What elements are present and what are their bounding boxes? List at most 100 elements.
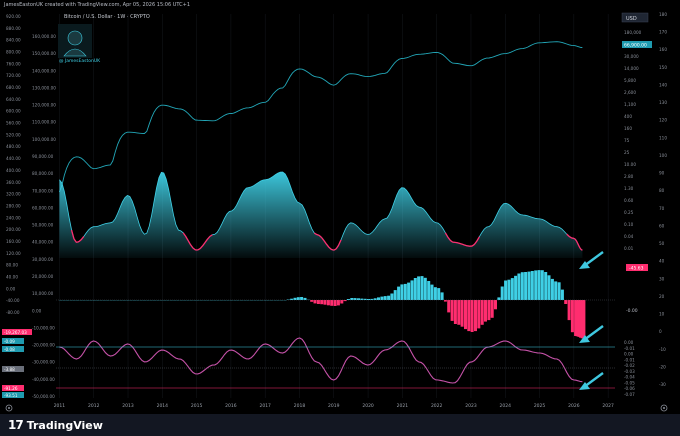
x-tick-label: 2015 [191, 403, 203, 409]
chart-panel[interactable]: 920.00 880.00 840.00 800.00 760.00 720.00 680.… [0, 10, 680, 414]
lower-osc-line [59, 337, 583, 384]
osc-low-segment [73, 238, 77, 243]
currency-box[interactable]: USD [621, 12, 649, 23]
hist-bar [296, 297, 300, 300]
right-log-tick: 1,100 [624, 102, 636, 107]
right-log-tick: 75 [624, 138, 630, 143]
osc-low-segment [337, 239, 342, 246]
osc-low-segment [182, 232, 187, 237]
outer-left-tick: 120.00 [6, 251, 21, 256]
far-right-tick: -10 [659, 347, 666, 352]
bottom-bar: 17 TradingView [0, 414, 680, 436]
hist-bar [383, 296, 387, 300]
x-tick-label: 2021 [397, 403, 409, 409]
hist-bar [377, 297, 380, 300]
hist-bar [577, 300, 581, 337]
right-log-tick: 2,600 [624, 90, 636, 95]
inner-left-tick: 130,000.00 [32, 85, 56, 90]
inner-left-tick: 100,000.00 [32, 137, 56, 142]
hist-bar [507, 279, 511, 300]
outer-left-tick: -80.00 [6, 310, 20, 315]
osc-low-segment [325, 243, 330, 248]
left-tag-4: -3.88 [2, 366, 24, 372]
arrow-1 [579, 251, 604, 269]
right-lower-tick: -0.06 [624, 386, 635, 391]
osc-low-segment [189, 244, 194, 249]
price-tag: 66,900.00 [622, 41, 652, 49]
settings-icon-right[interactable] [660, 404, 668, 412]
osc-low-segment [199, 245, 204, 249]
inner-left-tick: 0.00 [32, 308, 42, 313]
left-tag-2: -0.09 [2, 338, 24, 344]
hist-bar [370, 298, 374, 300]
outer-left-tick: 280.00 [6, 203, 21, 208]
hist-bar [423, 277, 427, 300]
outer-left-tick: 640.00 [6, 97, 21, 102]
osc-low-segment [204, 238, 209, 243]
hist-bar [313, 300, 317, 304]
hist-bar [457, 300, 461, 325]
osc-low-segment [76, 241, 80, 243]
right-log-tick: 30,000 [624, 54, 639, 59]
svg-text:-0.09: -0.09 [4, 339, 15, 344]
right-log-tick: 180,000 [624, 30, 642, 35]
x-axis: 2011 2012 2013 2014 2015 2016 2017 2018 2019 2020… [54, 403, 614, 409]
inner-left-tick: 160,000.00 [32, 34, 56, 39]
hist-bar [350, 298, 354, 300]
osc-low-segment [457, 242, 461, 245]
hist-bar [480, 300, 484, 325]
hist-bar [286, 299, 290, 300]
osc-low-segment [573, 237, 576, 240]
right-log-tick: 0.10 [624, 222, 634, 227]
osc-low-segment [80, 236, 85, 241]
hist-bar [393, 290, 397, 300]
right-log-tick: 14,000 [624, 66, 639, 71]
right-lower-tick: -0.05 [624, 380, 635, 385]
outer-left-tick: 440.00 [6, 156, 21, 161]
inner-left-tick: -20,000.00 [32, 343, 55, 348]
x-tick-label: 2020 [362, 403, 374, 409]
outer-left-tick: 840.00 [6, 38, 21, 43]
outer-left-tick: 160.00 [6, 239, 21, 244]
hist-bar [447, 300, 451, 313]
hist-bar [430, 284, 434, 300]
svg-text:USD: USD [626, 16, 637, 22]
osc-low-segment [568, 235, 572, 239]
hist-bar [316, 300, 320, 304]
far-right-tick: 170 [659, 30, 667, 35]
hist-tag: -0.00 [626, 308, 638, 314]
svg-text:66,900.00: 66,900.00 [624, 43, 647, 49]
settings-icon[interactable] [5, 404, 13, 412]
inner-left-tick: -30,000.00 [32, 360, 55, 365]
osc-low-segment [576, 242, 580, 246]
tradingview-logo[interactable]: 17 TradingView [8, 418, 103, 432]
hist-bar [343, 300, 347, 302]
hist-bar [400, 284, 404, 300]
hist-bar [560, 289, 564, 300]
inner-left-tick: -10,000.00 [32, 325, 55, 330]
chart-credit: JamesEastonUK created with TradingView.c… [4, 2, 191, 8]
hist-bar [340, 300, 344, 304]
left-tag-3: -0.08 [2, 346, 24, 352]
osc-low-segment [462, 243, 465, 246]
x-tick-label: 2027 [602, 403, 614, 409]
hist-bar [333, 300, 337, 306]
osc-low-segment [578, 245, 581, 249]
outer-left-tick: 480.00 [6, 144, 21, 149]
hist-bar [580, 300, 584, 339]
far-right-tick: 110 [659, 135, 667, 140]
inner-left-tick: 90,000.00 [32, 154, 54, 159]
inner-left-tick: 110,000.00 [32, 120, 56, 125]
hist-bar [567, 300, 571, 321]
chart-svg[interactable]: 920.00880.00840.00800.00760.00720.00680.… [0, 10, 680, 414]
inner-left-tick: -40,000.00 [32, 377, 55, 382]
outer-left-tick: 880.00 [6, 26, 21, 31]
hist-bar [484, 300, 487, 322]
hist-bar [497, 297, 501, 300]
hist-bar [323, 300, 327, 305]
right-lower-tick: -0.01 [624, 346, 635, 351]
far-right-tick: 90 [659, 171, 665, 176]
outer-left-tick: 760.00 [6, 61, 21, 66]
osc-low-segment [192, 247, 196, 251]
hist-bar [367, 299, 370, 300]
